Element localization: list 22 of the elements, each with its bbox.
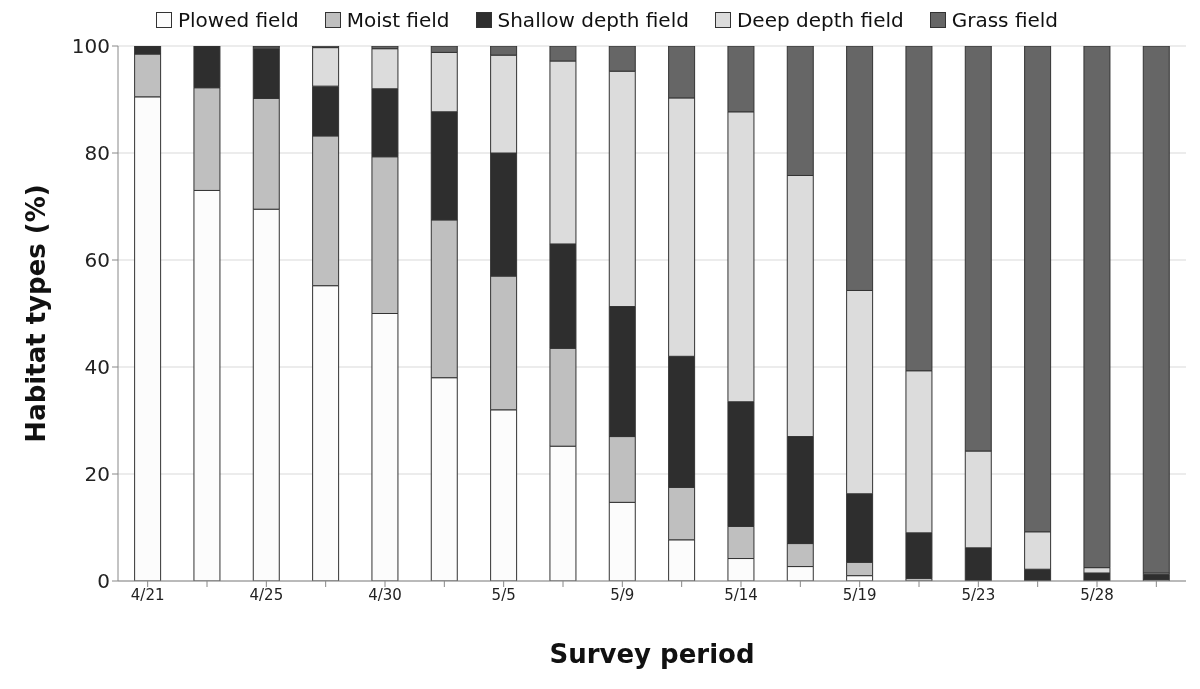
legend-label: Moist field	[346, 8, 450, 32]
legend-label: Grass field	[951, 8, 1059, 32]
y-axis-title: Habitat types (%)	[21, 184, 52, 443]
y-tick-label: 100	[71, 34, 110, 59]
x-axis-title: Survey period	[549, 639, 755, 669]
x-tick-label: 5/5	[491, 585, 516, 604]
x-tick-label: 5/9	[610, 585, 635, 604]
x-tick-label: 5/23	[961, 585, 996, 604]
y-tick-label: 20	[84, 462, 110, 487]
x-tick-label: 4/25	[249, 585, 284, 604]
y-tick-label: 80	[84, 141, 110, 166]
y-tick-label: 0	[97, 569, 110, 594]
x-tick-label: 4/30	[368, 585, 402, 604]
legend-label: Plowed field	[177, 8, 299, 32]
x-tick-label: 5/14	[724, 585, 758, 604]
x-tick-label: 5/19	[842, 585, 877, 604]
x-tick-label: 5/28	[1080, 585, 1114, 604]
legend-label: Deep depth field	[736, 8, 904, 32]
y-tick-label: 40	[84, 355, 110, 380]
y-tick-label: 60	[84, 248, 110, 273]
x-tick-label: 4/21	[130, 585, 165, 604]
legend-label: Shallow depth field	[497, 8, 689, 32]
